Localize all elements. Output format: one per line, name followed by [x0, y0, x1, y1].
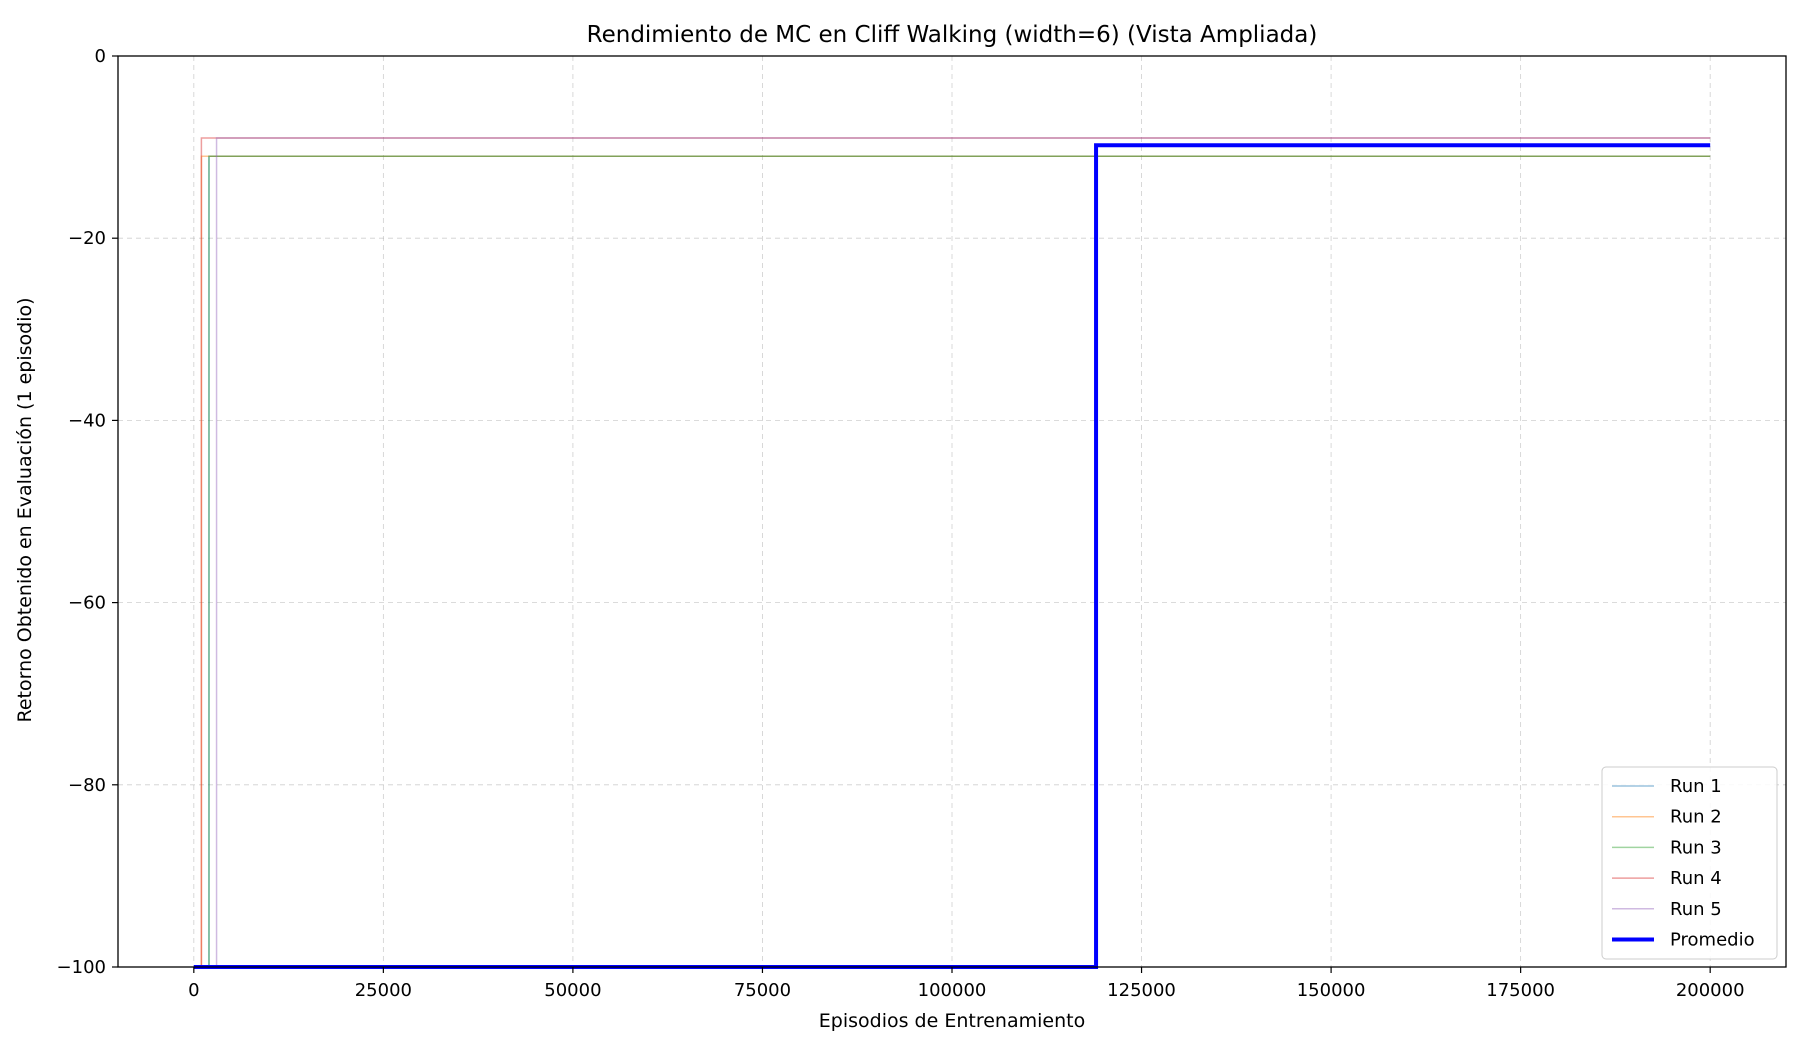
legend: Run 1 Run 2 Run 3 Run 4 Run 5 Promedio [1601, 766, 1778, 960]
x-axis-label: Episodios de Entrenamiento [819, 1010, 1085, 1032]
x-tick-label-4: 100000 [918, 980, 987, 1001]
legend-label-6: Promedio [1670, 930, 1755, 951]
x-tick-label-3: 75000 [734, 980, 791, 1001]
x-tick-label-7: 175000 [1486, 980, 1555, 1001]
x-tick-label-0: 0 [188, 980, 199, 1001]
legend-label-2: Run 2 [1670, 807, 1722, 828]
legend-label-3: Run 3 [1670, 837, 1722, 858]
y-tick-label-1: −80 [68, 775, 106, 796]
x-tick-label-1: 25000 [355, 980, 412, 1001]
y-axis-ticks: −100 −80 −60 −40 −20 0 [57, 46, 118, 978]
y-tick-label-3: −40 [68, 410, 106, 431]
x-tick-label-5: 125000 [1107, 980, 1176, 1001]
x-axis-ticks: 0 25000 50000 75000 100000 125000 150000 175000… [188, 967, 1745, 1001]
y-tick-label-5: 0 [95, 46, 106, 67]
chart-title: Rendimiento de MC en Cliff Walking (widt… [587, 22, 1318, 48]
y-tick-label-2: −60 [68, 593, 106, 614]
grid [118, 55, 1786, 968]
legend-label-4: Run 4 [1670, 868, 1722, 889]
legend-label-5: Run 5 [1670, 899, 1722, 920]
legend-label-1: Run 1 [1670, 776, 1722, 797]
x-tick-label-2: 50000 [544, 980, 601, 1001]
y-tick-label-4: −20 [68, 228, 106, 249]
legend-box [1601, 766, 1778, 960]
x-tick-label-6: 150000 [1297, 980, 1366, 1001]
y-tick-label-0: −100 [57, 957, 106, 978]
y-axis-label: Retorno Obtenido en Evaluación (1 episod… [14, 297, 36, 722]
x-tick-label-8: 200000 [1676, 980, 1745, 1001]
